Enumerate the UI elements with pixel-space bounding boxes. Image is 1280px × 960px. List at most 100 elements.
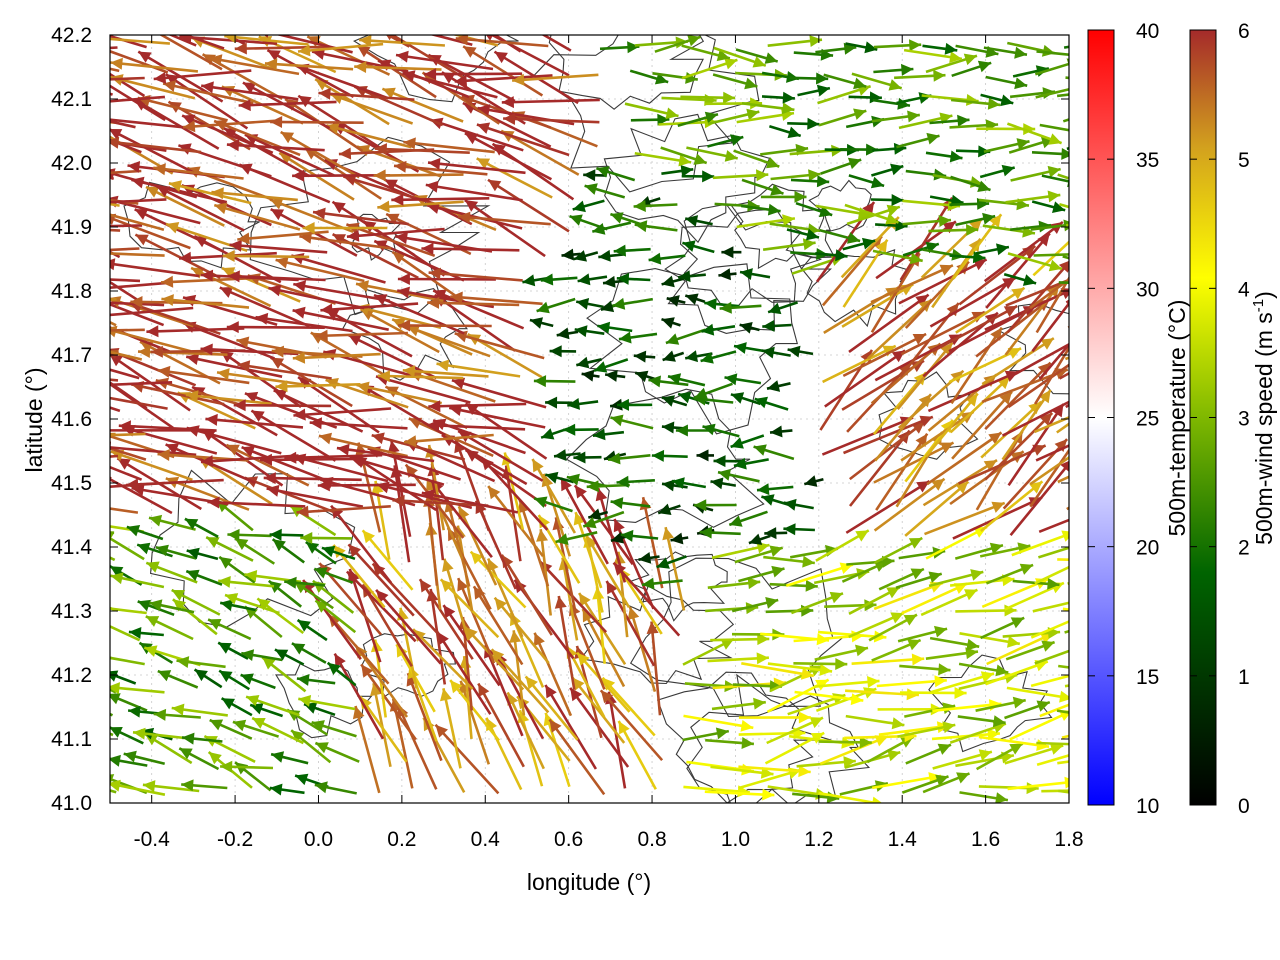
x-tick-label: 0.6 <box>554 828 583 851</box>
wind-arrow <box>712 73 758 90</box>
wind-arrow <box>731 597 779 613</box>
wind-arrow <box>766 716 824 745</box>
wind-arrow <box>1007 363 1069 409</box>
wind-arrow <box>361 583 413 667</box>
wind-arrow <box>769 425 793 438</box>
wind-arrow <box>607 452 651 465</box>
wind-arrow <box>218 555 256 584</box>
temp-tick-label: 25 <box>1136 408 1159 431</box>
wind-arrow <box>442 604 501 687</box>
wind-arrow <box>898 112 953 130</box>
wind-arrow <box>21 125 108 150</box>
wind-arrow <box>1007 342 1069 379</box>
wind-arrow <box>670 532 689 545</box>
wind-arrow <box>153 69 252 84</box>
wind-arrow <box>464 402 548 460</box>
temp-tick-label: 35 <box>1136 149 1159 172</box>
wind-arrow <box>845 41 878 54</box>
wind-arrow <box>984 361 1052 431</box>
wind-arrow <box>185 353 283 378</box>
wind-arrow <box>110 84 166 122</box>
wind-arrow <box>207 496 306 509</box>
wind-arrow <box>682 727 730 742</box>
wind-arrow <box>561 248 581 261</box>
wind-arrow <box>872 97 911 110</box>
terrain-contour <box>928 654 1053 753</box>
wind-arrow <box>371 432 466 461</box>
wind-arrow <box>346 227 445 242</box>
wind-arrow <box>762 320 792 332</box>
wind-arrow <box>429 35 473 46</box>
wind-arrow <box>654 35 701 53</box>
wind-arrow <box>314 741 360 763</box>
wind-arrow <box>634 152 692 167</box>
wind-arrow <box>167 35 197 47</box>
wind-arrow <box>245 695 300 717</box>
wind-arrow <box>736 214 796 229</box>
wind-arrow <box>491 142 575 201</box>
wind-arrow <box>975 243 1010 256</box>
wind-arrow <box>118 420 217 433</box>
wind-arrow <box>110 625 141 642</box>
wind-arrow <box>979 164 1016 179</box>
wind-arrow <box>922 248 965 261</box>
wind-arrow <box>651 449 688 462</box>
wind-arrow <box>930 671 995 694</box>
y-tick-label: 41.4 <box>51 536 92 559</box>
wind-arrow <box>756 483 794 496</box>
wind-arrow <box>110 252 165 257</box>
wind-arrow <box>616 475 655 488</box>
wind-arrow <box>424 68 523 81</box>
wind-arrow <box>926 431 1003 486</box>
wind-arrow <box>110 754 148 767</box>
wind-arrow <box>370 683 392 767</box>
wind-arrow <box>302 222 388 234</box>
wind-arrow <box>581 369 600 382</box>
wind-arrow <box>110 533 145 561</box>
wind-arrow <box>296 674 336 686</box>
wind-arrow <box>1057 760 1069 765</box>
wind-arrow <box>461 94 552 129</box>
wind-arrow <box>585 534 631 608</box>
terrain-contour <box>878 371 979 460</box>
wind-arrow <box>1006 686 1069 703</box>
terrain-contour <box>808 179 872 232</box>
wind-arrow <box>767 301 799 315</box>
wind-arrow <box>1031 301 1069 353</box>
wind-arrow <box>126 478 224 491</box>
wind-arrow <box>448 404 546 429</box>
wind-arrow <box>577 273 608 286</box>
wind-arrow <box>738 565 785 583</box>
wind-arrow <box>820 157 862 175</box>
wind-arrow <box>1041 174 1069 188</box>
wind-arrow <box>717 468 760 483</box>
wind-arrow <box>293 280 391 303</box>
wind-arrow <box>110 477 173 515</box>
wind-arrow <box>818 108 867 127</box>
wind-arrow <box>219 286 311 328</box>
wind-arrow <box>819 229 861 244</box>
wind-arrow <box>205 536 254 562</box>
wind-arrow <box>905 743 952 765</box>
wind-arrow <box>271 538 305 564</box>
wind-arrow <box>556 327 579 340</box>
x-tick-label: 1.6 <box>971 828 1000 851</box>
wind-arrow <box>793 658 848 670</box>
wind-arrow <box>783 498 814 511</box>
wind-arrow <box>110 446 147 461</box>
wind-arrow <box>929 114 970 127</box>
wind-arrow <box>617 720 657 790</box>
wind-arrow <box>186 547 219 561</box>
wind-tick-label: 1 <box>1238 666 1250 689</box>
wind-arrow <box>978 782 1039 795</box>
wind-arrow <box>110 258 200 278</box>
wind-arrow <box>457 505 498 586</box>
wind-arrow <box>1005 640 1056 661</box>
wind-arrow <box>592 428 625 441</box>
wind-arrow <box>219 599 256 612</box>
wind-arrow <box>601 676 656 737</box>
terrain-contour <box>997 302 1069 395</box>
wind-arrow <box>870 194 904 206</box>
wind-arrow <box>822 344 897 384</box>
wind-arrow <box>464 132 553 181</box>
